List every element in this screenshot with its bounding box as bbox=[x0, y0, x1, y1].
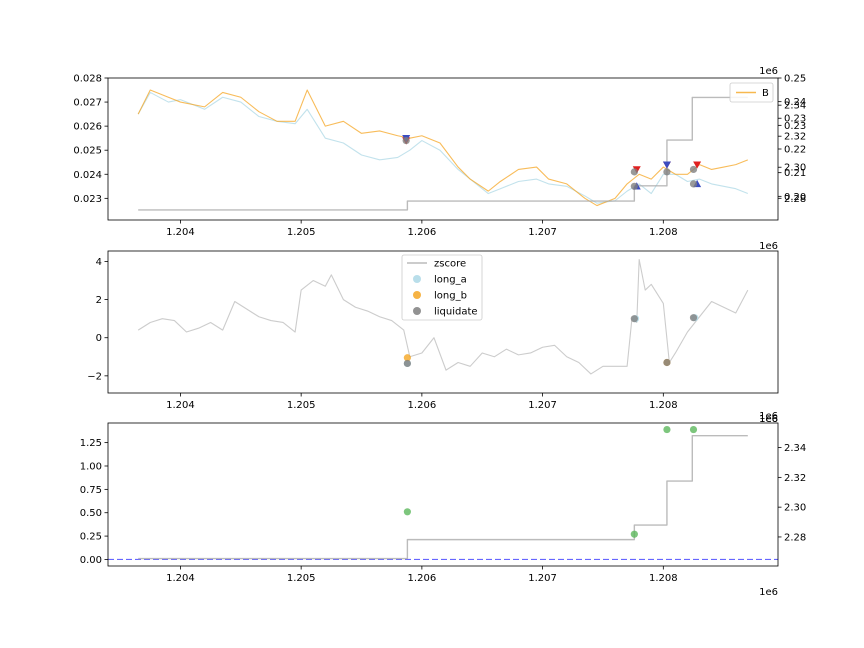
x-tick-label: 1.206 bbox=[408, 400, 437, 411]
y-tick-label: 2 bbox=[96, 295, 102, 306]
x-tick-label: 1.208 bbox=[649, 400, 678, 411]
right-tick-label-2: 0.23 bbox=[784, 121, 806, 132]
x-tick-label: 1.207 bbox=[528, 400, 557, 411]
y-tick-label: 0.025 bbox=[73, 146, 102, 157]
y-tick-label: 0.028 bbox=[73, 74, 102, 85]
right-tick-label-2: 0.24 bbox=[784, 97, 806, 108]
y-tick-label: 0.25 bbox=[80, 532, 102, 543]
series-line-0 bbox=[137, 259, 749, 375]
y-tick-label: −2 bbox=[87, 371, 102, 382]
right-offset-label: 1e6 bbox=[759, 411, 778, 422]
legend-label: B bbox=[762, 88, 769, 99]
y-tick-label: 1.25 bbox=[80, 438, 102, 449]
plot-area bbox=[137, 89, 749, 211]
x-tick-label: 1.205 bbox=[287, 400, 316, 411]
marker-1-1 bbox=[662, 161, 671, 169]
x-tick-label: 1.204 bbox=[166, 573, 195, 584]
x-tick-label: 1.206 bbox=[408, 573, 437, 584]
marker-1-0 bbox=[403, 354, 411, 362]
right-offset-label-2: 1e6 bbox=[759, 414, 778, 425]
legend: B bbox=[729, 82, 774, 103]
marker-3-1 bbox=[630, 168, 638, 176]
y-tick-label: 0.50 bbox=[80, 508, 102, 519]
x-tick-label: 1.204 bbox=[166, 400, 195, 411]
legend-label: long_a bbox=[434, 275, 467, 286]
marker-4-1 bbox=[689, 180, 698, 188]
right-tick-label-2: 0.23 bbox=[784, 114, 806, 125]
right-tick-label-2: 0.21 bbox=[784, 168, 806, 179]
x-tick-label: 1.208 bbox=[649, 573, 678, 584]
x-tick-label: 1.204 bbox=[166, 227, 195, 238]
x-offset-label: 1e6 bbox=[759, 241, 778, 252]
marker-2-1 bbox=[630, 315, 638, 323]
price-panel: 1.204 1.205 1.206 1.207 1.208 1e6 0.023 0.024 0.… bbox=[73, 66, 806, 252]
legend-label: liquidate bbox=[434, 307, 478, 318]
marker-4-0 bbox=[630, 182, 638, 190]
series-line-2 bbox=[138, 96, 748, 211]
x-tick-label: 1.206 bbox=[408, 227, 437, 238]
zscore-panel: 1.204 1.205 1.206 1.207 1.208 1e6 −2 0 2 4 zscore l… bbox=[87, 250, 779, 425]
y-tick-label: 0.00 bbox=[80, 555, 102, 566]
legend-label: long_b bbox=[434, 291, 467, 302]
x-offset-label: 1e6 bbox=[759, 414, 778, 425]
axes-frame bbox=[107, 422, 779, 567]
right-tick-label-2: 0.20 bbox=[784, 192, 806, 203]
position-panel: 1.204 1.205 1.206 1.207 1.208 1e6 0.00 0.25 0.50… bbox=[80, 411, 807, 598]
right-tick-label: 2.32 bbox=[784, 473, 806, 484]
marker-3-0 bbox=[402, 136, 410, 145]
marker-2-0 bbox=[403, 359, 411, 368]
marker-0-2 bbox=[663, 425, 671, 434]
right-tick-label: 2.34 bbox=[784, 101, 806, 112]
legend-swatch bbox=[413, 291, 421, 299]
y-tick-label: 4 bbox=[96, 257, 102, 268]
y-tick-label: 0.023 bbox=[73, 194, 102, 205]
right-offset-label: 1e6 bbox=[759, 66, 778, 77]
y-tick-label: 0.024 bbox=[73, 170, 102, 181]
y-tick-label: 0.75 bbox=[80, 485, 102, 496]
legend-label: zscore bbox=[434, 259, 466, 270]
marker-0-0 bbox=[403, 508, 411, 516]
x-tick-label: 1.205 bbox=[287, 227, 316, 238]
right-tick-label: 2.32 bbox=[784, 132, 806, 143]
series-line-0 bbox=[138, 434, 748, 560]
marker-3-2 bbox=[663, 168, 671, 176]
x-tick-label: 1.208 bbox=[649, 227, 678, 238]
x-tick-label: 1.207 bbox=[528, 573, 557, 584]
y-tick-label: 0.027 bbox=[73, 98, 102, 109]
y-tick-label: 0.026 bbox=[73, 122, 102, 133]
right-tick-label: 2.28 bbox=[784, 532, 806, 543]
x-offset-label: 1e6 bbox=[759, 587, 778, 598]
y-tick-label: 0 bbox=[96, 333, 102, 344]
right-tick-label: 2.28 bbox=[784, 194, 806, 205]
x-tick-label: 1.207 bbox=[528, 227, 557, 238]
right-tick-label-2: 0.25 bbox=[784, 74, 806, 85]
right-tick-label-2: 0.22 bbox=[784, 145, 806, 156]
right-tick-label: 2.30 bbox=[784, 503, 806, 514]
marker-3-3 bbox=[689, 165, 698, 174]
legend-swatch bbox=[413, 307, 421, 315]
marker-0-1 bbox=[630, 530, 638, 538]
plot-area bbox=[108, 425, 778, 561]
right-tick-label: 2.30 bbox=[784, 163, 806, 174]
marker-2-3 bbox=[689, 314, 698, 322]
marker-0-3 bbox=[689, 425, 698, 434]
legend: zscore long_a long_b liquidate bbox=[401, 254, 483, 321]
marker-0-3 bbox=[693, 161, 702, 169]
axes-frame bbox=[107, 250, 779, 394]
right-tick-label: 2.34 bbox=[784, 443, 806, 454]
legend-swatch bbox=[413, 275, 421, 283]
plot-area bbox=[137, 259, 749, 375]
y-tick-label: 1.00 bbox=[80, 461, 102, 472]
marker-2-2 bbox=[663, 358, 671, 367]
x-tick-label: 1.205 bbox=[287, 573, 316, 584]
